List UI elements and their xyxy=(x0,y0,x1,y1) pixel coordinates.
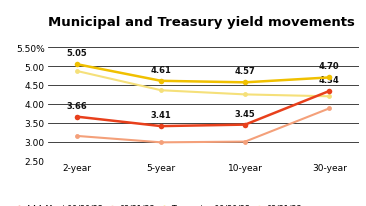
Text: 4.34: 4.34 xyxy=(319,76,340,85)
Text: 3.45: 3.45 xyxy=(235,109,255,118)
Text: 3.66: 3.66 xyxy=(67,101,87,110)
Text: 4.57: 4.57 xyxy=(235,67,255,76)
Text: 3.41: 3.41 xyxy=(151,111,171,120)
Text: Municipal and Treasury yield movements: Municipal and Treasury yield movements xyxy=(48,16,354,29)
Text: 4.61: 4.61 xyxy=(151,66,172,75)
Text: 5.05: 5.05 xyxy=(67,49,87,58)
Text: 4.70: 4.70 xyxy=(319,62,340,71)
Legend: AAA Muni 09/30/23, 08/31/23, Treasuries 09/30/23, 08/31/23: AAA Muni 09/30/23, 08/31/23, Treasuries … xyxy=(11,200,305,206)
